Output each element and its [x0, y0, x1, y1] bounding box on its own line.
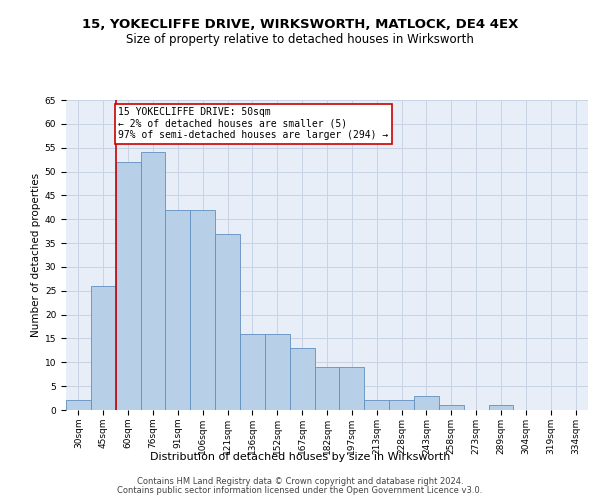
Bar: [166, 210, 190, 410]
Bar: [66, 400, 91, 410]
Bar: [340, 367, 364, 410]
Bar: [140, 152, 166, 410]
Bar: [314, 367, 340, 410]
Text: Contains public sector information licensed under the Open Government Licence v3: Contains public sector information licen…: [118, 486, 482, 495]
Bar: [240, 334, 265, 410]
Text: 15, YOKECLIFFE DRIVE, WIRKSWORTH, MATLOCK, DE4 4EX: 15, YOKECLIFFE DRIVE, WIRKSWORTH, MATLOC…: [82, 18, 518, 30]
Text: Contains HM Land Registry data © Crown copyright and database right 2024.: Contains HM Land Registry data © Crown c…: [137, 477, 463, 486]
Bar: [439, 405, 464, 410]
Bar: [265, 334, 290, 410]
Y-axis label: Number of detached properties: Number of detached properties: [31, 173, 41, 337]
Bar: [290, 348, 314, 410]
Text: Distribution of detached houses by size in Wirksworth: Distribution of detached houses by size …: [150, 452, 450, 462]
Bar: [215, 234, 240, 410]
Bar: [91, 286, 116, 410]
Bar: [116, 162, 140, 410]
Bar: [364, 400, 389, 410]
Bar: [414, 396, 439, 410]
Bar: [389, 400, 414, 410]
Text: Size of property relative to detached houses in Wirksworth: Size of property relative to detached ho…: [126, 32, 474, 46]
Bar: [488, 405, 514, 410]
Bar: [190, 210, 215, 410]
Text: 15 YOKECLIFFE DRIVE: 50sqm
← 2% of detached houses are smaller (5)
97% of semi-d: 15 YOKECLIFFE DRIVE: 50sqm ← 2% of detac…: [118, 107, 388, 140]
